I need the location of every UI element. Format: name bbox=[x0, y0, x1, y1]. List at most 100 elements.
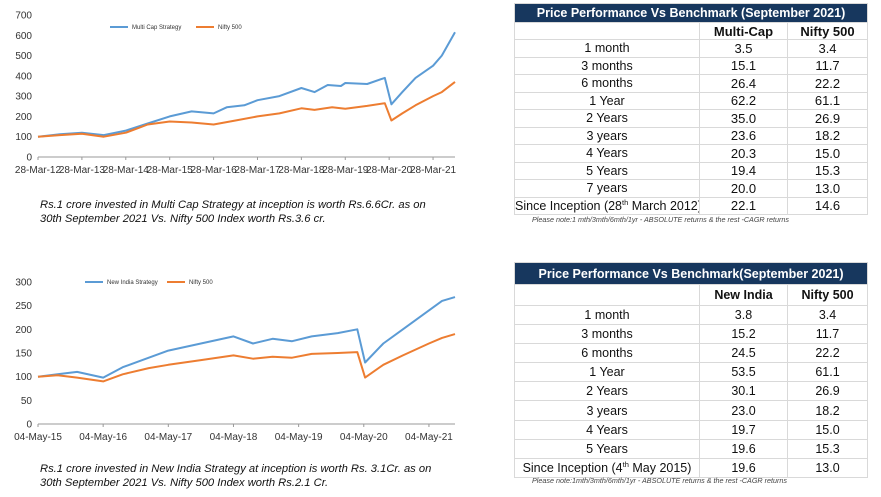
table-header-fund: New India bbox=[699, 284, 788, 306]
legend-label: Nifty 500 bbox=[189, 280, 213, 286]
cell-benchmark-value: 13.0 bbox=[786, 179, 869, 198]
table-header-blank bbox=[514, 284, 700, 306]
cell-fund-value: 24.5 bbox=[699, 343, 788, 364]
cell-fund-value: 26.4 bbox=[699, 74, 788, 93]
cell-period: Since Inception (4th May 2015) bbox=[514, 457, 700, 478]
y-tick-label: 300 bbox=[15, 92, 32, 103]
table-row: 5 Years 19.4 15.3 bbox=[514, 161, 869, 180]
cell-period: 5 Years bbox=[514, 161, 700, 180]
table-row: 1 Year 53.5 61.1 bbox=[514, 362, 869, 383]
inception-label: Since Inception (28 bbox=[515, 198, 623, 213]
legend-label: Multi Cap Strategy bbox=[132, 25, 181, 31]
y-tick-label: 50 bbox=[21, 396, 33, 407]
inception-label-sup: th bbox=[622, 197, 629, 207]
table-row: 3 months 15.1 11.7 bbox=[514, 56, 869, 75]
table-row: 5 Years 19.6 15.3 bbox=[514, 438, 869, 459]
y-tick-label: 100 bbox=[15, 372, 32, 383]
table-body: 1 month 3.5 3.4 3 months 15.1 11.7 6 months 26.… bbox=[514, 39, 869, 215]
newindia-chart-svg: 0 50 100 150 200 250 300 04-May-15 04-May-16 04-M… bbox=[14, 278, 456, 443]
newindia-table-note: Please note:1mth/3mth/6mth/1yr - ABSOLUT… bbox=[532, 476, 787, 485]
cell-benchmark-value: 15.0 bbox=[786, 144, 869, 163]
cell-period: 6 months bbox=[514, 343, 700, 364]
x-tick-label: 28-Mar-14 bbox=[103, 165, 150, 176]
x-tick-label: 28-Mar-20 bbox=[366, 165, 413, 176]
cell-fund-value: 53.5 bbox=[699, 362, 788, 383]
table-row: 4 Years 20.3 15.0 bbox=[514, 144, 869, 163]
cell-period: 3 months bbox=[514, 56, 700, 75]
cell-benchmark-value: 13.0 bbox=[786, 457, 869, 478]
cell-fund-value: 3.5 bbox=[699, 39, 788, 58]
cell-fund-value: 20.0 bbox=[699, 179, 788, 198]
cell-benchmark-value: 26.9 bbox=[786, 381, 869, 402]
newindia-chart: 0 50 100 150 200 250 300 04-May-15 04-May-16 04-M… bbox=[0, 270, 470, 455]
cell-benchmark-value: 3.4 bbox=[786, 39, 869, 58]
table-header-benchmark: Nifty 500 bbox=[786, 284, 869, 306]
x-tick-label: 28-Mar-21 bbox=[410, 165, 457, 176]
y-tick-label: 200 bbox=[15, 325, 32, 336]
cell-fund-value: 35.0 bbox=[699, 109, 788, 128]
y-tick-label: 300 bbox=[15, 278, 32, 289]
cell-fund-value: 15.2 bbox=[699, 324, 788, 345]
cell-benchmark-value: 22.2 bbox=[786, 343, 869, 364]
table-row: 4 Years 19.7 15.0 bbox=[514, 419, 869, 440]
cell-benchmark-value: 15.0 bbox=[786, 419, 869, 440]
x-tick-label: 04-May-18 bbox=[210, 432, 258, 443]
y-tick-label: 250 bbox=[15, 301, 32, 312]
y-tick-label: 100 bbox=[15, 132, 32, 143]
x-tick-label: 28-Mar-12 bbox=[15, 165, 62, 176]
cell-fund-value: 19.7 bbox=[699, 419, 788, 440]
table-row: 1 month 3.8 3.4 bbox=[514, 304, 869, 326]
x-tick-label: 28-Mar-15 bbox=[147, 165, 194, 176]
x-tick-label: 28-Mar-19 bbox=[322, 165, 369, 176]
table-row: 3 months 15.2 11.7 bbox=[514, 324, 869, 345]
cell-period: 3 years bbox=[514, 126, 700, 145]
newindia-performance-table: Price Performance Vs Benchmark(September… bbox=[513, 262, 869, 478]
cell-period: 2 Years bbox=[514, 109, 700, 128]
y-tick-label: 150 bbox=[15, 349, 32, 360]
cell-fund-value: 15.1 bbox=[699, 56, 788, 75]
cell-benchmark-value: 3.4 bbox=[786, 304, 869, 326]
inception-label-end: March 2012) bbox=[628, 198, 700, 213]
inception-label-sup: th bbox=[622, 459, 629, 469]
multicap-chart-svg: 0 100 200 300 400 500 600 700 28-Mar-1228-Mar-13… bbox=[15, 11, 457, 177]
cell-fund-value: 23.6 bbox=[699, 126, 788, 145]
table-header-blank bbox=[514, 22, 700, 40]
cell-fund-value: 22.1 bbox=[699, 196, 788, 215]
cell-period: 4 Years bbox=[514, 419, 700, 440]
multicap-table-note: Please note:1 mth/3mth/6mth/1yr - ABSOLU… bbox=[532, 215, 789, 224]
newindia-caption: Rs.1 crore invested in New India Strateg… bbox=[40, 462, 470, 490]
cell-fund-value: 30.1 bbox=[699, 381, 788, 402]
y-tick-label: 400 bbox=[15, 71, 32, 82]
table-row: 6 months 26.4 22.2 bbox=[514, 74, 869, 93]
cell-fund-value: 3.8 bbox=[699, 304, 788, 326]
cell-period: 3 months bbox=[514, 324, 700, 345]
table-row: 3 years 23.6 18.2 bbox=[514, 126, 869, 145]
cell-benchmark-value: 15.3 bbox=[786, 161, 869, 180]
x-tick-label: 28-Mar-16 bbox=[191, 165, 238, 176]
table-row: 2 Years 30.1 26.9 bbox=[514, 381, 869, 402]
cell-fund-value: 19.6 bbox=[699, 438, 788, 459]
legend-label: Nifty 500 bbox=[218, 25, 242, 31]
table-row: 1 month 3.5 3.4 bbox=[514, 39, 869, 58]
x-tick-label: 04-May-19 bbox=[275, 432, 323, 443]
table-header-benchmark: Nifty 500 bbox=[786, 22, 869, 40]
cell-fund-value: 20.3 bbox=[699, 144, 788, 163]
cell-fund-value: 23.0 bbox=[699, 400, 788, 421]
x-tick-label: 04-May-17 bbox=[144, 432, 192, 443]
newindia-caption-line1: Rs.1 crore invested in New India Strateg… bbox=[40, 463, 432, 475]
cell-period: 3 years bbox=[514, 400, 700, 421]
table-row: 3 years 23.0 18.2 bbox=[514, 400, 869, 421]
cell-period: 1 Year bbox=[514, 91, 700, 110]
y-tick-label: 500 bbox=[15, 51, 32, 62]
cell-benchmark-value: 11.7 bbox=[786, 56, 869, 75]
table-row-inception: Since Inception (28th March 2012) 22.1 14.… bbox=[514, 196, 869, 215]
cell-benchmark-value: 11.7 bbox=[786, 324, 869, 345]
cell-benchmark-value: 22.2 bbox=[786, 74, 869, 93]
table-title: Price Performance Vs Benchmark(September… bbox=[513, 262, 869, 285]
table-row: 1 Year 62.2 61.1 bbox=[514, 91, 869, 110]
x-tick-label: 04-May-20 bbox=[340, 432, 388, 443]
cell-period: 4 Years bbox=[514, 144, 700, 163]
cell-period: 1 month bbox=[514, 304, 700, 326]
cell-period: 2 Years bbox=[514, 381, 700, 402]
inception-label-end: May 2015) bbox=[628, 460, 692, 475]
